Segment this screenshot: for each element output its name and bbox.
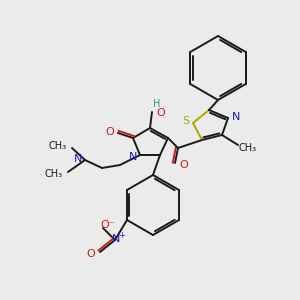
Text: +: + (118, 230, 125, 239)
Text: O: O (157, 108, 165, 118)
Text: O: O (87, 249, 95, 259)
Text: O: O (180, 160, 188, 170)
Text: CH₃: CH₃ (239, 143, 257, 153)
Text: O⁻: O⁻ (101, 220, 115, 230)
Text: N: N (129, 152, 137, 162)
Text: N: N (74, 154, 82, 164)
Text: S: S (182, 116, 190, 126)
Text: CH₃: CH₃ (49, 141, 67, 151)
Text: N: N (232, 112, 240, 122)
Text: H: H (153, 99, 161, 109)
Text: CH₃: CH₃ (45, 169, 63, 179)
Text: O: O (106, 127, 114, 137)
Text: N: N (112, 234, 120, 244)
